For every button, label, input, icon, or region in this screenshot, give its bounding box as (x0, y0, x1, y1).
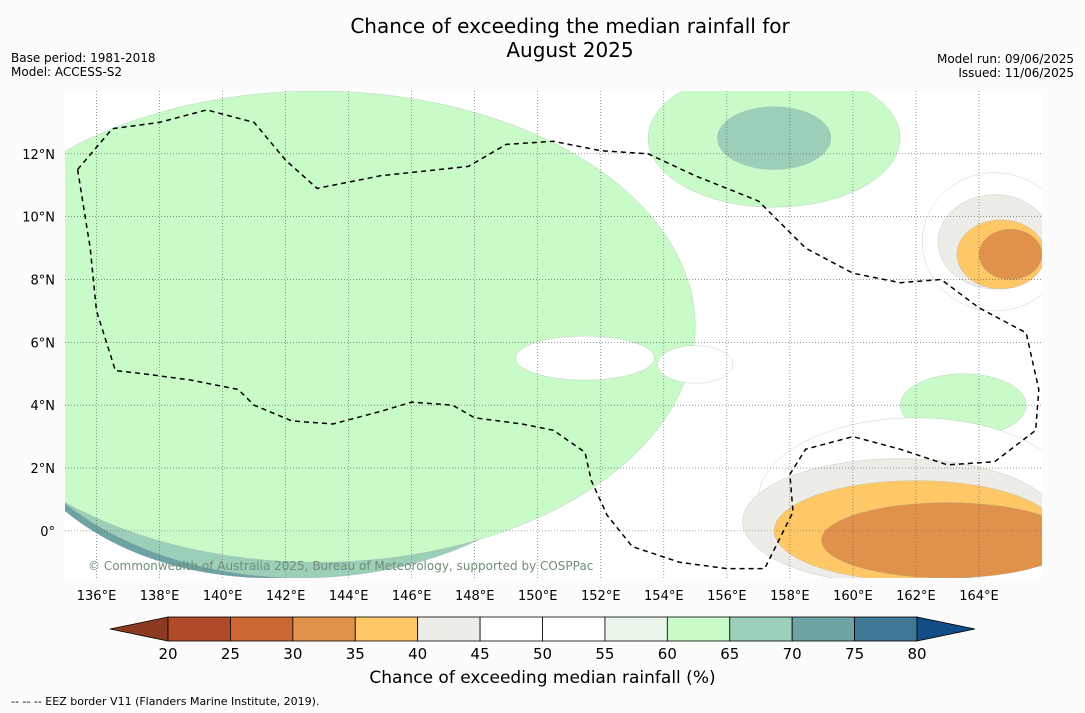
colorbar-tick-label: 50 (533, 645, 552, 663)
colorbar-tick-label: 80 (907, 645, 926, 663)
x-tick-label: 140°E (203, 589, 243, 604)
colorbar-segment (354, 616, 419, 642)
model-run-text: Model run: 09/06/2025 (936, 52, 1074, 66)
colorbar-segment (230, 616, 294, 642)
colorbar-segment (542, 616, 606, 642)
colorbar-high-arrow (916, 616, 976, 642)
chart-title-line1: Chance of exceeding the median rainfall … (350, 14, 790, 38)
colorbar-segment (854, 616, 918, 642)
issued-text: Issued: 11/06/2025 (958, 66, 1074, 80)
colorbar-tick-label: 25 (221, 645, 240, 663)
x-tick-label: 152°E (581, 589, 621, 604)
x-tick-label: 142°E (266, 589, 306, 604)
chart-title: Chance of exceeding the median rainfall … (0, 14, 1085, 62)
base-period-text: Base period: 1981-2018 (11, 51, 156, 65)
x-tick-label: 162°E (896, 589, 936, 604)
colorbar-tick-label: 20 (158, 645, 177, 663)
colorbar-tick-label: 35 (346, 645, 365, 663)
x-tick-label: 148°E (455, 589, 495, 604)
colorbar-segment (417, 616, 481, 642)
y-tick-label: 4°N (31, 399, 56, 414)
colorbar-low-arrow (109, 616, 169, 642)
copyright-text: © Commonwealth of Australia 2025, Bureau… (88, 559, 593, 573)
x-tick-label: 156°E (707, 589, 747, 604)
x-tick-label: 164°E (959, 589, 999, 604)
colorbar-tick-label: 75 (845, 645, 864, 663)
y-tick-label: 6°N (31, 336, 56, 351)
colorbar-tick-label: 40 (408, 645, 427, 663)
chart-title-line2: August 2025 (506, 38, 634, 62)
x-tick-label: 160°E (833, 589, 873, 604)
colorbar-tick-label: 30 (283, 645, 302, 663)
rainfall-region (978, 229, 1042, 280)
y-tick-label: 10°N (22, 211, 55, 226)
y-tick-label: 8°N (31, 274, 56, 289)
eez-footer-text: -- -- -- EEZ border V11 (Flanders Marine… (11, 695, 320, 708)
colorbar-tick-label: 65 (720, 645, 739, 663)
colorbar-segment (604, 616, 668, 642)
y-tick-label: 12°N (22, 148, 55, 163)
rainfall-map: © Commonwealth of Australia 2025, Bureau… (22, 91, 1042, 604)
rainfall-region (515, 335, 655, 381)
y-tick-label: 2°N (31, 462, 56, 477)
colorbar-tick-label: 55 (595, 645, 614, 663)
x-tick-label: 138°E (140, 589, 180, 604)
colorbar-segment (479, 616, 543, 642)
colorbar-segment (729, 616, 793, 642)
x-tick-label: 158°E (770, 589, 810, 604)
x-tick-label: 150°E (518, 589, 558, 604)
meta-left: Base period: 1981-2018 Model: ACCESS-S2 (11, 51, 156, 79)
x-tick-label: 136°E (77, 589, 117, 604)
colorbar-segment (791, 616, 855, 642)
colorbar-tick-label: 70 (783, 645, 802, 663)
x-tick-label: 154°E (644, 589, 684, 604)
x-tick-label: 144°E (329, 589, 369, 604)
x-tick-label: 146°E (392, 589, 432, 604)
colorbar: 20 25 30 35 40 45 50 55 60 65 70 75 80 (109, 616, 976, 663)
rainfall-region (821, 502, 1042, 578)
colorbar-tick-label: 60 (658, 645, 677, 663)
colorbar-label: Chance of exceeding median rainfall (%) (369, 668, 716, 688)
y-tick-label: 0° (40, 525, 55, 540)
colorbar-segment (167, 616, 231, 642)
eez-border-line (76, 109, 1040, 570)
colorbar-tick-label: 45 (471, 645, 490, 663)
rainfall-region (657, 345, 734, 384)
rainfall-region (717, 106, 832, 170)
colorbar-segment (292, 616, 356, 642)
colorbar-segment (666, 616, 731, 642)
model-text: Model: ACCESS-S2 (11, 65, 123, 79)
meta-right: Model run: 09/06/2025 Issued: 11/06/2025 (937, 52, 1074, 80)
